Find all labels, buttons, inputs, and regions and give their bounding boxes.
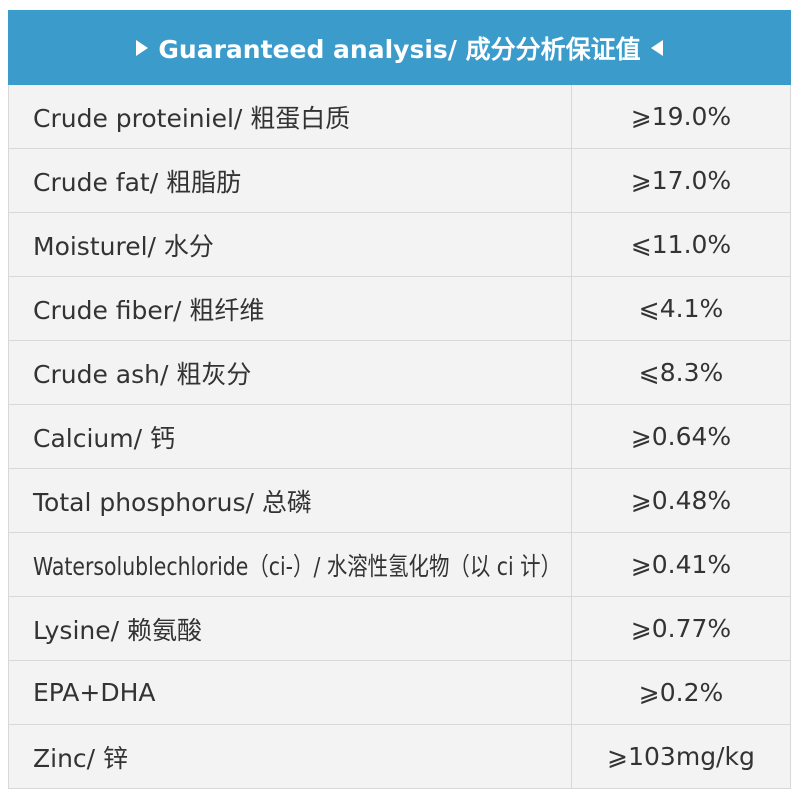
- nutrient-cell: Crude ash/ 粗灰分: [9, 341, 572, 404]
- table-row: Calcium/ 钙 ⩾0.64%: [9, 405, 791, 469]
- table-row: Lysine/ 赖氨酸 ⩾0.77%: [9, 597, 791, 661]
- nutrient-name: Calcium/ 钙: [33, 423, 175, 453]
- nutrient-value: ⩾19.0%: [630, 102, 732, 131]
- nutrient-value: ⩽11.0%: [630, 230, 732, 259]
- nutrient-cell: Watersolublechloride（ci-）/ 水溶性氢化物（以 ci 计…: [9, 533, 572, 596]
- nutrient-value: ⩾103mg/kg: [607, 742, 755, 771]
- nutrient-cell: Crude proteiniel/ 粗蛋白质: [9, 85, 572, 148]
- value-cell: ⩾19.0%: [572, 85, 791, 148]
- value-cell: ⩽4.1%: [572, 277, 791, 340]
- nutrient-cell: Crude fat/ 粗脂肪: [9, 149, 572, 212]
- nutrient-cell: Zinc/ 锌: [9, 725, 572, 788]
- table-row: EPA+DHA ⩾0.2%: [9, 661, 791, 725]
- table-body: Crude proteiniel/ 粗蛋白质 ⩾19.0% Crude fat/ 粗…: [8, 85, 791, 789]
- nutrient-value: ⩾0.77%: [630, 614, 732, 643]
- value-cell: ⩾0.41%: [572, 533, 791, 596]
- nutrient-cell: Crude fiber/ 粗纤维: [9, 277, 572, 340]
- table-row: Zinc/ 锌 ⩾103mg/kg: [9, 725, 791, 789]
- arrow-left: [650, 39, 663, 56]
- nutrient-name: Crude fat/ 粗脂肪: [33, 167, 242, 197]
- nutrient-value: ⩾0.48%: [630, 486, 732, 515]
- table-row: Crude proteiniel/ 粗蛋白质 ⩾19.0%: [9, 85, 791, 149]
- nutrient-name: Watersolublechloride（ci-）/ 水溶性氢化物（以 ci 计…: [33, 551, 561, 581]
- value-cell: ⩾0.2%: [572, 661, 791, 724]
- nutrient-value: ⩽8.3%: [638, 358, 724, 387]
- header-title: Guaranteed analysis/ 成分分析保证值: [158, 34, 641, 64]
- value-cell: ⩾0.64%: [572, 405, 791, 468]
- nutrient-cell: Lysine/ 赖氨酸: [9, 597, 572, 660]
- value-cell: ⩾0.77%: [572, 597, 791, 660]
- table-row: Crude fat/ 粗脂肪 ⩾17.0%: [9, 149, 791, 213]
- nutrient-value: ⩾17.0%: [630, 166, 732, 195]
- nutrient-name: EPA+DHA: [33, 678, 156, 707]
- nutrient-name: Crude fiber/ 粗纤维: [33, 295, 265, 325]
- nutrient-name: Crude ash/ 粗灰分: [33, 359, 252, 389]
- table-row: Watersolublechloride（ci-）/ 水溶性氢化物（以 ci 计…: [9, 533, 791, 597]
- analysis-table: Guaranteed analysis/ 成分分析保证值 Crude prote…: [8, 10, 791, 789]
- arrow-right: [136, 39, 149, 56]
- table-row: Total phosphorus/ 总磷 ⩾0.48%: [9, 469, 791, 533]
- nutrient-value: ⩾0.2%: [638, 678, 724, 707]
- table-header: Guaranteed analysis/ 成分分析保证值: [8, 10, 791, 85]
- value-cell: ⩾17.0%: [572, 149, 791, 212]
- value-cell: ⩾103mg/kg: [572, 725, 791, 788]
- nutrient-cell: Moisturel/ 水分: [9, 213, 572, 276]
- nutrient-name: Total phosphorus/ 总磷: [33, 487, 312, 517]
- value-cell: ⩽8.3%: [572, 341, 791, 404]
- nutrient-name: Crude proteiniel/ 粗蛋白质: [33, 103, 351, 133]
- nutrient-value: ⩽4.1%: [638, 294, 724, 323]
- table-row: Crude fiber/ 粗纤维 ⩽4.1%: [9, 277, 791, 341]
- nutrient-value: ⩾0.64%: [630, 422, 732, 451]
- nutrient-cell: Calcium/ 钙: [9, 405, 572, 468]
- value-cell: ⩽11.0%: [572, 213, 791, 276]
- nutrient-name: Moisturel/ 水分: [33, 231, 214, 261]
- nutrient-cell: Total phosphorus/ 总磷: [9, 469, 572, 532]
- table-row: Crude ash/ 粗灰分 ⩽8.3%: [9, 341, 791, 405]
- nutrient-cell: EPA+DHA: [9, 661, 572, 724]
- value-cell: ⩾0.48%: [572, 469, 791, 532]
- nutrient-value: ⩾0.41%: [630, 550, 732, 579]
- nutrient-name: Zinc/ 锌: [33, 743, 129, 773]
- table-row: Moisturel/ 水分 ⩽11.0%: [9, 213, 791, 277]
- nutrient-name: Lysine/ 赖氨酸: [33, 615, 202, 645]
